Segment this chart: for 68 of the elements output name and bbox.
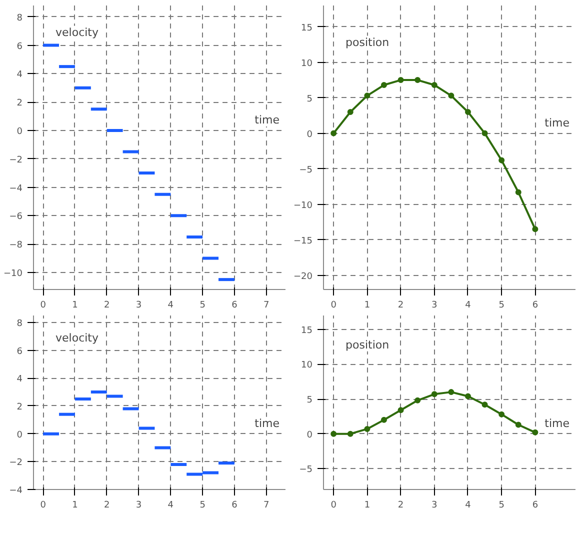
x-axis-title: time <box>254 416 280 430</box>
x-axis-title: time <box>254 113 280 126</box>
x-tick-label: 6 <box>232 300 238 310</box>
y-tick-label: 5 <box>306 94 313 104</box>
y-tick-label: 15 <box>301 326 312 336</box>
x-tick-label: 7 <box>264 500 270 510</box>
y-tick-label: 10 <box>301 58 313 69</box>
y-tick-label: 2 <box>16 98 23 109</box>
x-tick-label: 6 <box>532 300 538 310</box>
y-tick-label: 0 <box>16 430 23 440</box>
y-tick-label: −15 <box>294 236 313 246</box>
y-tick-label: 6 <box>16 42 23 52</box>
y-tick-label: 8 <box>16 318 23 329</box>
y-tick-label: 5 <box>306 396 313 406</box>
y-tick-label: 10 <box>301 360 313 371</box>
x-tick-label: 4 <box>168 500 174 510</box>
y-tick-label: −2 <box>9 458 23 468</box>
y-tick-label: −4 <box>9 184 23 194</box>
x-tick-label: 0 <box>330 300 337 310</box>
y-axis-title: velocity <box>56 331 99 344</box>
x-tick-label: 1 <box>72 500 78 510</box>
y-tick-label: −8 <box>9 240 23 251</box>
x-tick-label: 1 <box>72 300 78 310</box>
y-tick-label: 4 <box>16 70 23 80</box>
x-tick-label: 5 <box>200 500 206 510</box>
y-tick-label: −10 <box>4 268 23 279</box>
y-tick-label: −10 <box>294 200 313 211</box>
y-tick-label: −6 <box>9 212 23 222</box>
y-tick-label: −2 <box>9 155 23 166</box>
x-tick-label: 5 <box>200 300 206 310</box>
x-tick-label: 4 <box>465 500 472 510</box>
x-axis-title: time <box>544 116 570 130</box>
y-axis-title: velocity <box>56 26 99 39</box>
x-tick-label: 0 <box>40 300 46 310</box>
y-axis-title: position <box>346 36 390 49</box>
x-tick-label: 2 <box>104 500 110 510</box>
y-tick-label: 2 <box>16 402 23 412</box>
x-tick-label: 5 <box>498 300 504 310</box>
x-tick-label: 4 <box>465 300 472 310</box>
y-tick-label: 0 <box>306 130 313 140</box>
x-tick-label: 2 <box>398 500 404 510</box>
x-tick-label: 3 <box>136 500 142 510</box>
y-tick-label: 4 <box>16 374 23 385</box>
x-tick-label: 3 <box>136 300 142 310</box>
y-axis-title: position <box>346 338 390 352</box>
y-tick-label: 15 <box>301 23 312 34</box>
x-tick-label: 1 <box>364 300 370 310</box>
y-tick-label: −20 <box>294 272 313 282</box>
x-tick-label: 1 <box>364 500 370 510</box>
x-tick-label: 6 <box>532 500 538 510</box>
x-tick-label: 0 <box>330 500 337 510</box>
x-tick-label: 3 <box>432 500 438 510</box>
y-tick-label: −4 <box>9 486 23 496</box>
x-tick-label: 2 <box>104 300 110 310</box>
x-axis-title: time <box>544 416 570 430</box>
y-tick-label: −5 <box>299 165 313 176</box>
x-tick-label: 3 <box>432 300 438 310</box>
y-tick-label: 0 <box>306 430 313 440</box>
y-tick-label: 0 <box>16 126 23 137</box>
y-tick-label: 6 <box>16 346 23 357</box>
x-tick-label: 6 <box>232 500 238 510</box>
x-tick-label: 5 <box>498 500 504 510</box>
x-tick-label: 0 <box>40 500 46 510</box>
y-tick-label: −5 <box>299 465 313 476</box>
y-tick-label: 8 <box>16 13 23 24</box>
x-tick-label: 4 <box>168 300 174 310</box>
x-tick-label: 7 <box>264 300 270 310</box>
x-tick-label: 2 <box>398 300 404 310</box>
